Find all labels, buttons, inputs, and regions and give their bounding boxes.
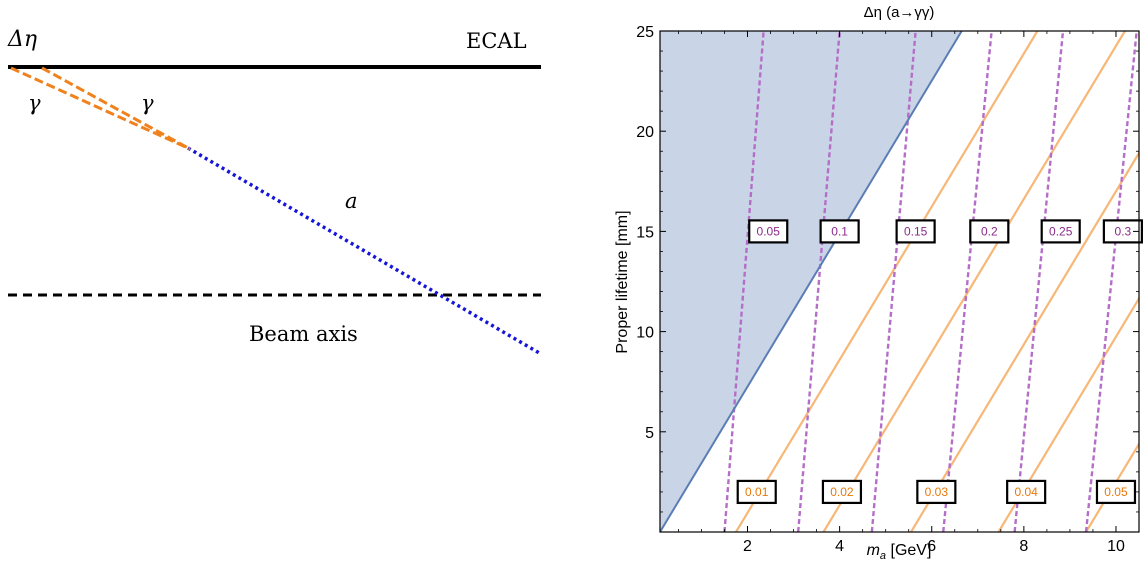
x-axis-label-main: m bbox=[867, 542, 880, 559]
solid-contour-line-1 bbox=[735, 31, 1039, 532]
plot-frame bbox=[659, 30, 1140, 533]
x-tick-label-3: 6 bbox=[927, 538, 936, 555]
excluded-region-boundary bbox=[660, 31, 963, 532]
dashed-contour-label-1: 0.05 bbox=[757, 224, 781, 238]
dashed-contour-label-2: 0.1 bbox=[831, 224, 848, 238]
dashed-contour-line-3 bbox=[870, 31, 917, 532]
dashed-contour-line-2 bbox=[796, 31, 841, 532]
plot-area bbox=[660, 31, 1139, 532]
solid-contour-label-4: 0.04 bbox=[1014, 485, 1038, 499]
y-tick-label-1: 5 bbox=[645, 425, 654, 442]
dashed-contour-line-4 bbox=[942, 31, 993, 532]
x-tick-label-4: 8 bbox=[1019, 538, 1028, 555]
dashed-contour-label-6: 0.3 bbox=[1115, 224, 1132, 238]
y-tick-label-3: 15 bbox=[636, 224, 654, 241]
dashed-contour-label-5-box bbox=[1040, 219, 1081, 244]
solid-contour-line-3 bbox=[910, 150, 1139, 532]
dashed-contour-label-2-box bbox=[819, 219, 860, 244]
solid-contour-label-3-box bbox=[916, 479, 957, 505]
solid-contour-line-4 bbox=[997, 296, 1139, 532]
solid-contour-label-3: 0.03 bbox=[925, 485, 949, 499]
x-tick-label-2: 4 bbox=[835, 538, 844, 555]
y-tick-label-2: 10 bbox=[636, 325, 654, 342]
dashed-contour-label-6-box bbox=[1102, 219, 1143, 244]
gamma-label-2: γ bbox=[141, 91, 154, 115]
solid-contour-label-4-box bbox=[1006, 479, 1047, 505]
delta-eta-label: Δη bbox=[7, 27, 37, 52]
photon-track-2 bbox=[41, 66, 191, 151]
dashed-contour-label-3: 0.15 bbox=[904, 224, 928, 238]
x-axis-label: ma [GeV] bbox=[867, 542, 932, 562]
y-tick-label-4: 20 bbox=[636, 124, 654, 141]
dashed-contour-line-1 bbox=[723, 31, 765, 532]
x-tick-label-1: 2 bbox=[743, 538, 752, 555]
dashed-contour-line-6 bbox=[1084, 31, 1138, 532]
dashed-contour-line-5 bbox=[1013, 31, 1065, 532]
x-tick-label-5: 10 bbox=[1107, 538, 1125, 555]
solid-contour-label-1-box bbox=[736, 479, 777, 505]
solid-contour-label-1: 0.01 bbox=[745, 485, 769, 499]
photon-track-1 bbox=[10, 66, 191, 151]
solid-contour-line-2 bbox=[822, 31, 1126, 532]
dashed-contour-label-5: 0.25 bbox=[1049, 224, 1073, 238]
dashed-contour-label-3-box bbox=[895, 219, 936, 244]
contour-labels: 0.05 0.1 0.15 0.2 0.25 0.3 0.01 0.02 0.03 0.04 0.0… bbox=[736, 219, 1143, 505]
delta-eta-chart: Δη (a→γγ) 0.05 0.1 0.15 0.2 0.25 0.30.01 0.02 0… bbox=[614, 4, 1143, 562]
ecal-label: ECAL bbox=[466, 29, 527, 53]
beam-axis-label: Beam axis bbox=[249, 322, 358, 346]
solid-contour-label-2: 0.02 bbox=[830, 485, 854, 499]
solid-contour-line-5 bbox=[1085, 441, 1139, 532]
x-axis-label-sub: a bbox=[880, 550, 886, 562]
gamma-label-1: γ bbox=[28, 91, 41, 115]
y-tick-label-5: 25 bbox=[636, 24, 654, 41]
dashed-contour-label-4: 0.2 bbox=[981, 224, 998, 238]
axion-track bbox=[187, 146, 542, 356]
schematic-diagram: Δη ECAL γ γ a Beam axis bbox=[7, 27, 542, 356]
chart-title: Δη (a→γγ) bbox=[864, 4, 935, 21]
solid-contour-label-5-box bbox=[1095, 479, 1137, 505]
axion-label: a bbox=[345, 189, 358, 213]
solid-contour-label-2-box bbox=[821, 479, 863, 505]
dashed-contour-label-1-box bbox=[748, 219, 789, 244]
dashed-contour-label-4-box bbox=[969, 219, 1010, 244]
y-axis-label: Proper lifetime [mm] bbox=[614, 210, 631, 353]
solid-contour-label-5: 0.05 bbox=[1104, 485, 1128, 499]
axes: 2 4 6 8 10 5 10 15 20 25 bbox=[636, 24, 1140, 555]
x-axis-label-unit: [GeV] bbox=[886, 542, 931, 559]
